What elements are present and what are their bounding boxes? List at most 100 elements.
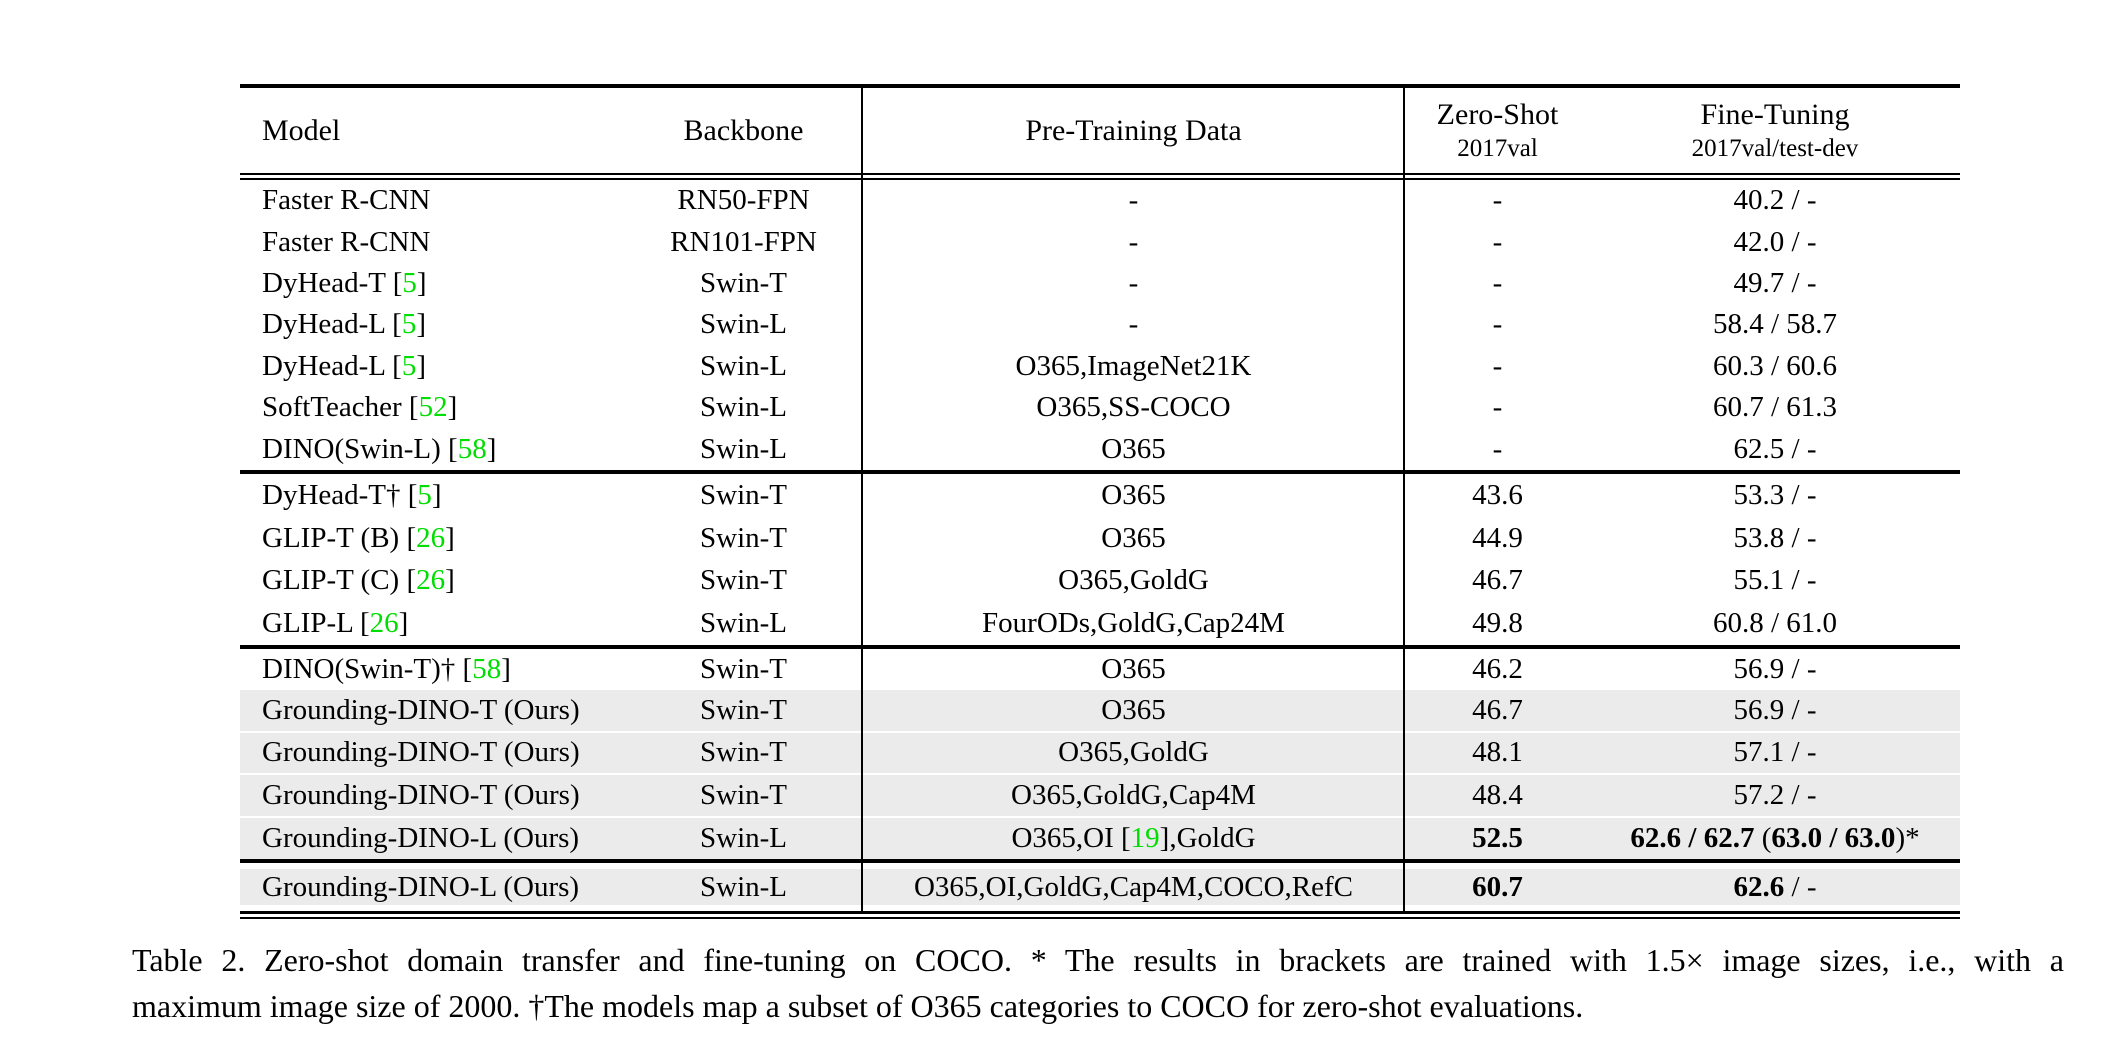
cell-zeroshot: 44.9 [1472,521,1523,554]
cell-pretrain: - [1128,267,1139,300]
citation-number: 5 [417,478,432,511]
cell-finetuning: 57.2 / - [1733,779,1817,812]
table-row: SoftTeacher [52] Swin-L O365,SS-COCO - 60.7 … [240,387,1960,428]
table-rule-section [240,859,1960,863]
cell-model: GLIP-L [26] [262,607,409,640]
cell-backbone: RN50-FPN [677,184,810,217]
citation-number: 26 [416,521,446,554]
cell-zeroshot: 48.1 [1472,736,1523,769]
table-row: DyHead-L [5] Swin-L - - 58.4 / 58.7 [240,304,1960,345]
cell-pretrain: - [1128,225,1139,258]
table-body: Faster R-CNN RN50-FPN - -40.2 / - Faster R-C… [240,180,1960,911]
citation-number: 19 [1130,822,1160,855]
cell-model: DINO(Swin-L) [58] [262,432,497,465]
cell-model: Grounding-DINO-T (Ours) [262,779,580,812]
cell-finetuning: 42.0 / - [1733,225,1817,258]
cell-model: Faster R-CNN [262,184,431,217]
cell-backbone: Swin-T [700,652,787,685]
table-rule-header-bottom [240,173,1960,180]
cell-finetuning: 60.3 / 60.6 [1712,349,1838,382]
cell-model: Grounding-DINO-T (Ours) [262,736,580,769]
cell-model: Grounding-DINO-L (Ours) [262,870,580,903]
cell-model: GLIP-T (B) [26] [262,521,455,554]
cell-backbone: Swin-L [700,391,787,424]
cell-model: DINO(Swin-T)† [58] [262,652,511,685]
column-divider [1403,88,1405,911]
cell-model: GLIP-T (C) [26] [262,564,455,597]
cell-pretrain: - [1128,308,1139,341]
column-label: Fine-Tuning [1700,98,1850,131]
cell-model: DyHead-L [5] [262,349,427,382]
cell-zeroshot: 46.7 [1472,564,1523,597]
table-row: Grounding-DINO-T (Ours) Swin-T O365 46.7 56.… [240,689,1960,731]
cell-pretrain: FourODs,GoldG,Cap24M [982,607,1285,640]
column-label: Backbone [683,113,804,147]
cell-finetuning: 62.6 / 62.7 (63.0 / 63.0)* [1630,822,1920,855]
cell-backbone: Swin-T [700,267,787,300]
cell-zeroshot: 48.4 [1472,779,1523,812]
cell-pretrain: O365,GoldG,Cap4M [1011,779,1256,812]
table-row: Faster R-CNN RN101-FPN - - 42.0 / - [240,221,1960,262]
cell-finetuning: 60.7 / 61.3 [1712,391,1838,424]
cell-zeroshot: - [1492,432,1503,465]
cell-zeroshot: 46.2 [1472,652,1523,685]
citation-number: 5 [402,267,417,300]
cell-backbone: Swin-L [700,870,787,903]
cell-zeroshot: - [1492,184,1503,217]
table-section: DyHead-T† [5] Swin-T O365 43.6 53.3 / - GLIP-… [240,474,1960,645]
column-header-fine-tuning: Fine-Tuning 2017val/test-dev [1590,98,1960,163]
cell-backbone: Swin-T [700,564,787,597]
citation-number: 58 [472,652,502,685]
cell-finetuning: 57.1 / - [1733,736,1817,769]
table-section: Grounding-DINO-L (Ours) Swin-L O365,OI,Gol… [240,863,1960,911]
cell-pretrain: O365 [1101,521,1166,554]
cell-pretrain: O365 [1101,652,1166,685]
cell-model: Grounding-DINO-L (Ours) [262,822,580,855]
table-row: GLIP-L [26] Swin-L FourODs,GoldG,Cap24M 49.… [240,602,1960,645]
cell-zeroshot: 43.6 [1472,478,1523,511]
citation-number: 58 [457,432,487,465]
table-caption: Table 2. Zero-shot domain transfer and f… [132,937,2064,1029]
table-section: DINO(Swin-T)† [58] Swin-T O365 46.2 56.9 / -… [240,649,1960,859]
column-header-model: Model [240,114,625,148]
column-label: Zero-Shot [1436,98,1559,131]
table-row: DyHead-T† [5] Swin-T O365 43.6 53.3 / - [240,474,1960,517]
cell-backbone: RN101-FPN [670,225,817,258]
table-section: Faster R-CNN RN50-FPN - -40.2 / - Faster R-C… [240,180,1960,470]
citation-number: 52 [418,391,448,424]
cell-model: Grounding-DINO-T (Ours) [262,693,580,726]
cell-finetuning: 49.7 / - [1733,267,1817,300]
table-row: GLIP-T (C) [26] Swin-T O365,GoldG 46.7 55.1 … [240,560,1960,603]
cell-backbone: Swin-L [700,349,787,382]
column-label: Model [262,113,341,147]
cell-backbone: Swin-L [700,308,787,341]
table-row: DyHead-T [5] Swin-T - - 49.7 / - [240,263,1960,304]
caption-line: Table 2. Zero-shot domain transfer and f… [132,942,2064,978]
cell-backbone: Swin-T [700,736,787,769]
cell-model: SoftTeacher [52] [262,391,458,424]
table-row: DINO(Swin-L) [58] Swin-L O365 - 62.5 / - [240,429,1960,470]
cell-backbone: Swin-L [700,432,787,465]
column-sublabel: 2017val [1457,135,1538,162]
results-table: Model Backbone Pre-Training Data Zero-Sh… [240,84,1960,919]
cell-pretrain: O365,OI,GoldG,Cap4M,COCO,RefC [913,870,1354,903]
cell-finetuning: 56.9 / - [1733,693,1817,726]
cell-finetuning: 60.8 / 61.0 [1712,607,1838,640]
cell-finetuning: 62.6 / - [1733,870,1817,903]
column-header-pretraining-data: Pre-Training Data [862,114,1405,148]
cell-backbone: Swin-T [700,779,787,812]
cell-zeroshot: - [1492,349,1503,382]
table-row: Grounding-DINO-L (Ours) Swin-L O365,OI,Gol… [240,869,1960,905]
cell-zeroshot: - [1492,225,1503,258]
table-rule-top [240,84,1960,88]
table-header: Model Backbone Pre-Training Data Zero-Sh… [240,88,1960,173]
cell-backbone: Swin-T [700,693,787,726]
cell-pretrain: O365 [1101,693,1166,726]
cell-backbone: Swin-L [700,607,787,640]
table-row: Grounding-DINO-L (Ours) Swin-L O365,OI [19… [240,816,1960,859]
cell-finetuning: 53.8 / - [1733,521,1817,554]
table-row: Grounding-DINO-T (Ours) Swin-T O365,GoldG,… [240,773,1960,817]
table-row: Faster R-CNN RN50-FPN - - 40.2 / - [240,180,1960,221]
cell-pretrain: O365,GoldG [1058,736,1209,769]
